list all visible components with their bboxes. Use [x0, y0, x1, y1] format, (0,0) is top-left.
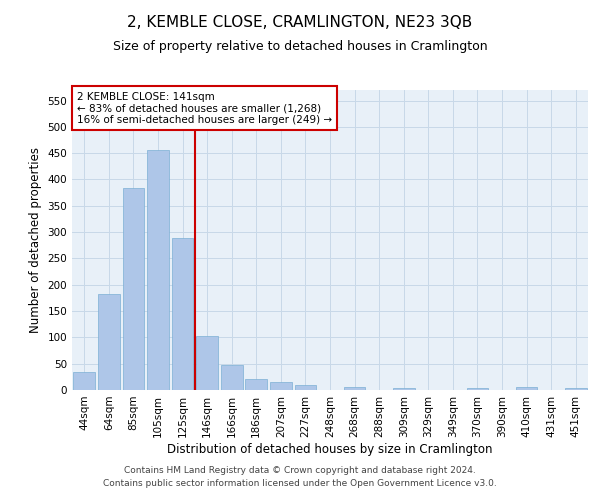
Bar: [565, 388, 587, 390]
Bar: [245, 379, 267, 390]
X-axis label: Distribution of detached houses by size in Cramlington: Distribution of detached houses by size …: [167, 442, 493, 456]
Text: Size of property relative to detached houses in Cramlington: Size of property relative to detached ho…: [113, 40, 487, 53]
Text: 2, KEMBLE CLOSE, CRAMLINGTON, NE23 3QB: 2, KEMBLE CLOSE, CRAMLINGTON, NE23 3QB: [127, 15, 473, 30]
Bar: [516, 388, 538, 390]
Bar: [73, 372, 95, 390]
Text: Contains HM Land Registry data © Crown copyright and database right 2024.
Contai: Contains HM Land Registry data © Crown c…: [103, 466, 497, 487]
Bar: [467, 388, 488, 390]
Y-axis label: Number of detached properties: Number of detached properties: [29, 147, 42, 333]
Text: 2 KEMBLE CLOSE: 141sqm
← 83% of detached houses are smaller (1,268)
16% of semi-: 2 KEMBLE CLOSE: 141sqm ← 83% of detached…: [77, 92, 332, 124]
Bar: [270, 382, 292, 390]
Bar: [344, 388, 365, 390]
Bar: [393, 388, 415, 390]
Bar: [98, 294, 119, 390]
Bar: [122, 188, 144, 390]
Bar: [196, 336, 218, 390]
Bar: [221, 366, 242, 390]
Bar: [172, 238, 193, 390]
Bar: [147, 150, 169, 390]
Bar: [295, 386, 316, 390]
